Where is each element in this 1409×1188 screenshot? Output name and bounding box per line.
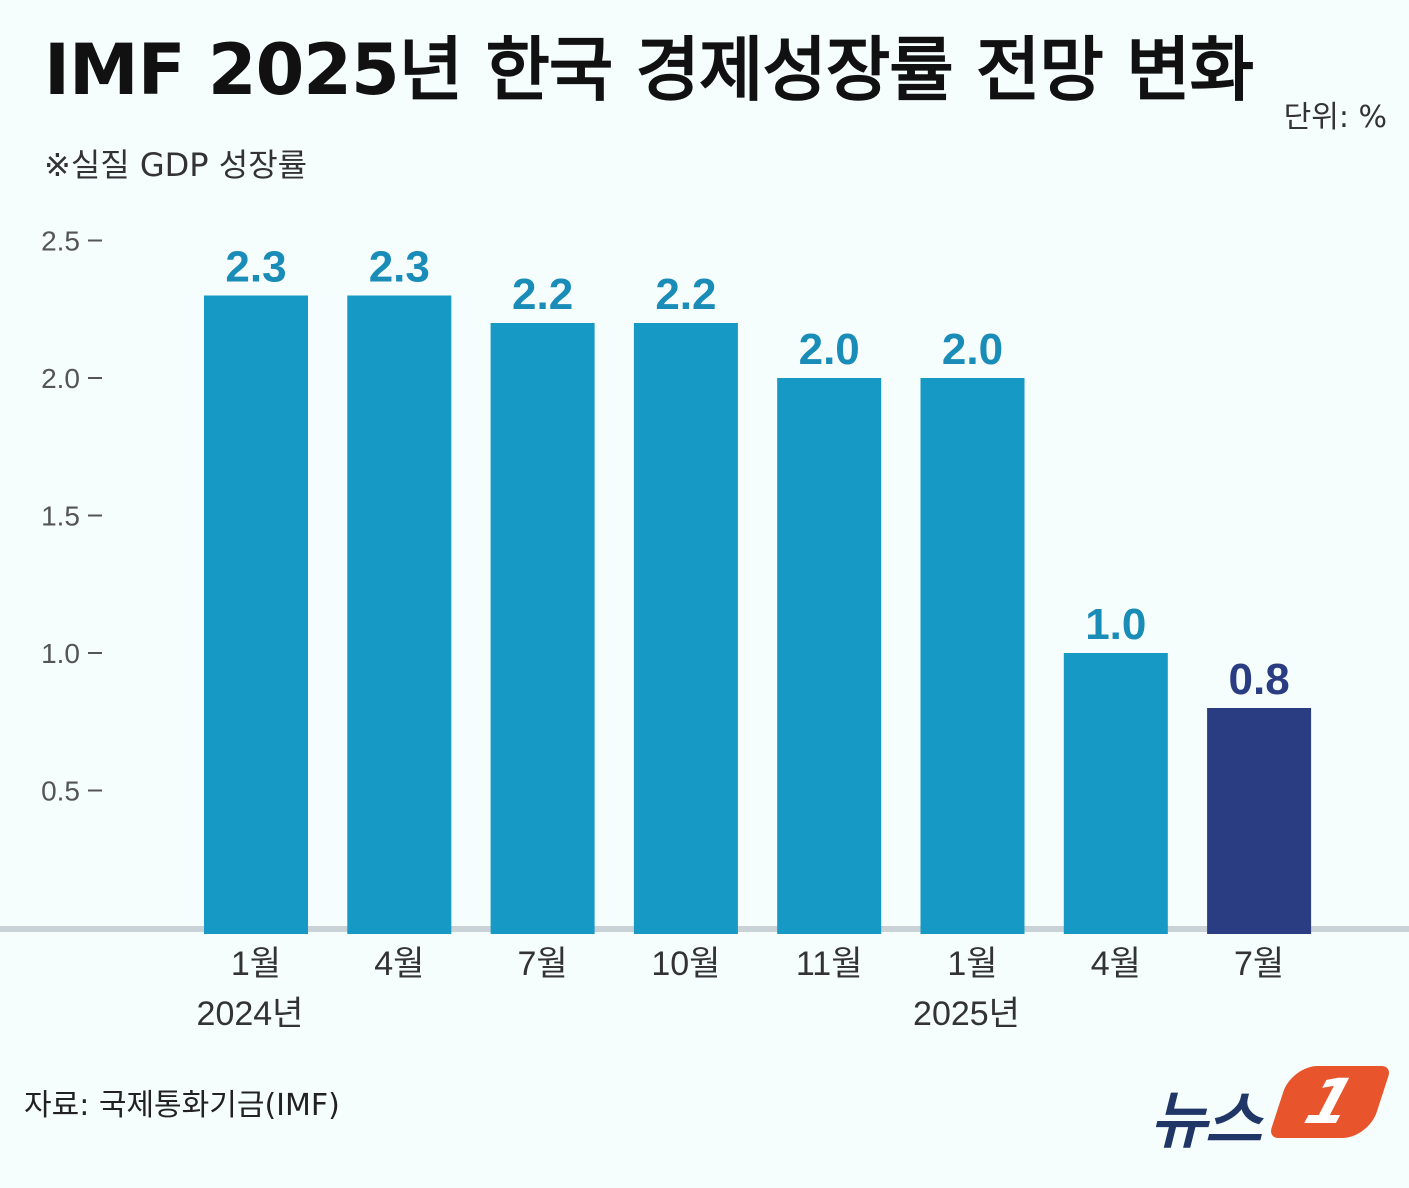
logo-mark-icon: 1 <box>1268 1065 1392 1138</box>
chart-title: IMF 2025년 한국 경제성장률 전망 변화 <box>44 29 1254 111</box>
bar-value-label: 2.3 <box>369 243 430 292</box>
y-tick-label: 2.5 <box>41 226 80 257</box>
news1-logo: 뉴스 1 <box>1140 1062 1392 1157</box>
bar <box>633 323 738 934</box>
bar <box>777 378 882 934</box>
bar <box>204 295 308 934</box>
x-tick-label: 10월 <box>651 945 720 983</box>
bar <box>1207 708 1312 934</box>
bar <box>920 378 1025 934</box>
source-note: 자료: 국제통화기금(IMF) <box>24 1088 340 1123</box>
bar-value-label: 2.2 <box>655 270 716 319</box>
bar-value-label: 0.8 <box>1229 655 1290 704</box>
x-year-label: 2024년 <box>197 995 304 1033</box>
x-tick-label: 1월 <box>231 945 281 983</box>
x-tick-label: 4월 <box>374 945 424 983</box>
y-tick-label: 1.5 <box>41 501 80 532</box>
bar <box>490 323 595 934</box>
bar-value-label: 1.0 <box>1085 600 1146 649</box>
bar <box>347 295 452 934</box>
chart-subtitle: ※실질 GDP 성장률 <box>44 146 308 184</box>
x-tick-label: 1월 <box>947 945 997 983</box>
y-tick-label: 2.0 <box>41 363 80 394</box>
bar-value-label: 2.0 <box>942 325 1003 374</box>
x-year-label: 2025년 <box>913 995 1020 1033</box>
bar-value-label: 2.3 <box>225 243 286 292</box>
x-tick-label: 7월 <box>1234 945 1284 983</box>
bar-value-label: 2.2 <box>512 270 573 319</box>
bar <box>1063 653 1168 934</box>
unit-label: 단위: % <box>1283 100 1387 135</box>
x-tick-label: 7월 <box>517 945 567 983</box>
x-tick-label: 4월 <box>1091 945 1141 983</box>
logo-text: 뉴스 <box>1150 1084 1262 1157</box>
y-tick-label: 1.0 <box>41 638 80 669</box>
bar-value-label: 2.0 <box>799 325 860 374</box>
logo-mark-digit: 1 <box>1296 1065 1364 1138</box>
x-tick-label: 11월 <box>796 945 863 983</box>
y-tick-label: 0.5 <box>41 776 80 807</box>
bar-chart: 0.5 1.0 1.5 2.0 2.5 2.3 1월 2.3 4월 2.2 7월 2.2 10월 2.0 1… <box>0 226 1409 1033</box>
